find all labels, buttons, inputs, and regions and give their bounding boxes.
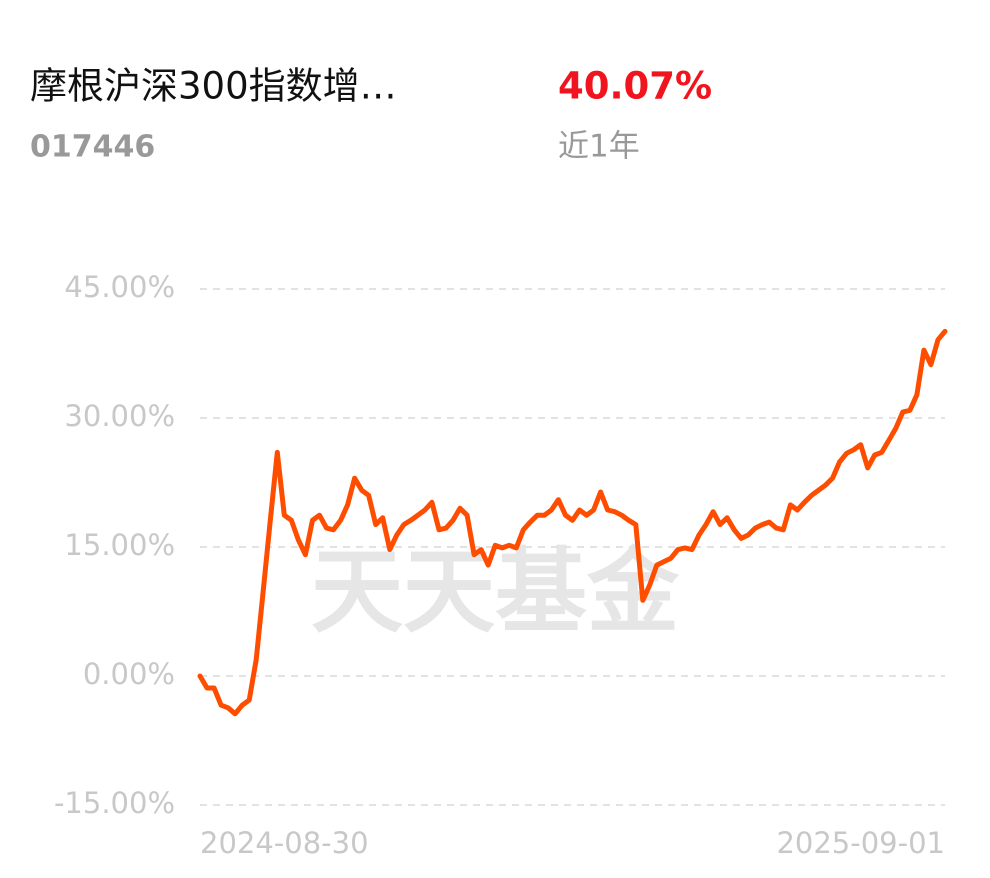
line-series — [197, 328, 948, 717]
fund-code: 017446 — [30, 130, 155, 165]
watermark: 天天基金 — [311, 538, 680, 646]
y-tick-label: -15.00% — [54, 786, 175, 820]
return-value: 40.07% — [558, 65, 712, 108]
fund-title: 摩根沪深300指数增… — [30, 65, 397, 108]
y-tick-label: 15.00% — [64, 528, 175, 562]
y-tick-label: 0.00% — [83, 657, 175, 691]
return-period: 近1年 — [558, 129, 640, 165]
y-tick-label: 45.00% — [64, 270, 175, 304]
y-tick-label: 30.00% — [64, 399, 175, 433]
x-tick-label: 2025-09-01 — [776, 826, 945, 860]
x-tick-label: 2024-08-30 — [200, 826, 369, 860]
